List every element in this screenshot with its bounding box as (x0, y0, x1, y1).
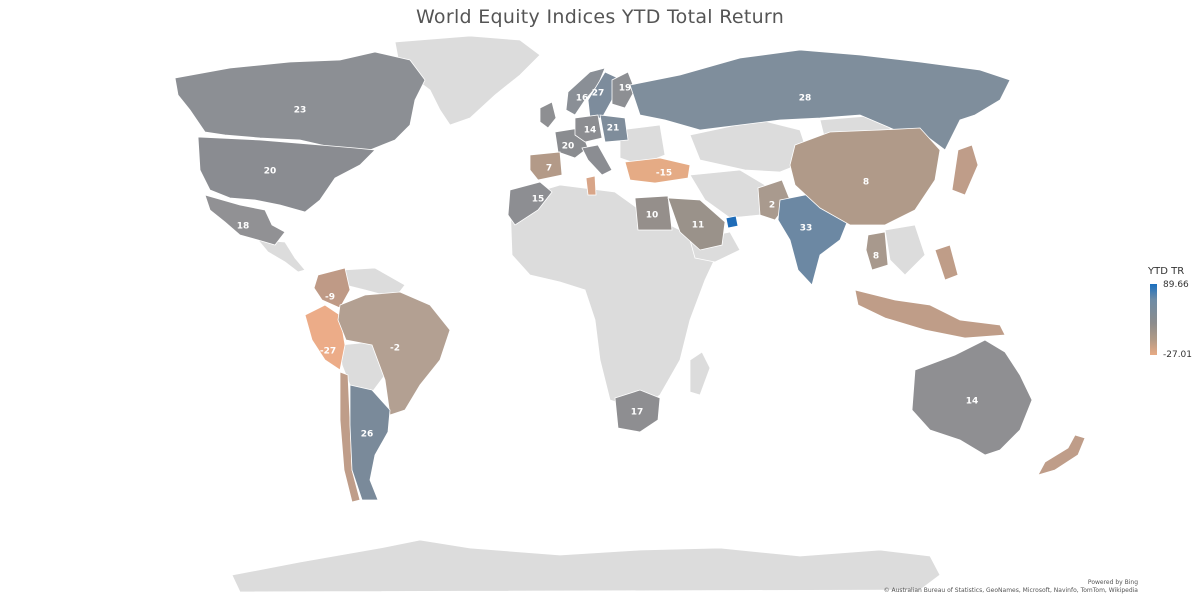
canada-label: 23 (294, 106, 307, 116)
chile (339, 371, 361, 503)
central-america (257, 239, 306, 273)
southeast-asia (884, 224, 926, 276)
norway-label: 16 (576, 94, 589, 104)
egypt-label: 10 (646, 211, 659, 221)
spain (529, 151, 563, 181)
russia-label: 28 (799, 94, 812, 104)
peru (304, 304, 346, 371)
argentina (349, 384, 391, 501)
saudi-arabia-label: 11 (692, 221, 705, 231)
mexico (204, 194, 286, 246)
norway (565, 67, 606, 116)
map-credit: Powered by Bing © Australian Bureau of S… (884, 579, 1138, 595)
uk (539, 101, 557, 129)
peru-label: -27 (320, 347, 336, 357)
india-label: 33 (800, 224, 813, 234)
brazil-label: -2 (390, 344, 400, 354)
thailand (865, 231, 889, 271)
australia-label: 14 (966, 397, 979, 407)
thailand-label: 8 (873, 252, 879, 262)
spain-label: 7 (546, 164, 552, 174)
credit-powered-by: Powered by Bing (1087, 579, 1138, 586)
morocco-label: 15 (532, 195, 545, 205)
finland-label: 19 (619, 84, 632, 94)
brazil (337, 291, 451, 416)
indonesia (854, 289, 1006, 339)
philippines (934, 244, 959, 281)
morocco (507, 181, 553, 226)
pakistan-label: 2 (769, 201, 775, 211)
russia (629, 49, 1011, 151)
madagascar (689, 351, 711, 396)
poland-region (599, 114, 629, 143)
china-label: 8 (863, 178, 869, 188)
japan (951, 144, 979, 196)
argentina-label: 26 (361, 430, 374, 440)
egypt (634, 195, 673, 231)
colombia-label: -9 (325, 293, 335, 303)
new-zealand (1037, 434, 1086, 476)
map-title: World Equity Indices YTD Total Return (415, 6, 785, 28)
usa (197, 136, 376, 213)
south-africa-label: 17 (631, 408, 644, 418)
sweden-label: 27 (592, 89, 605, 99)
usa-label: 20 (264, 167, 277, 177)
legend-color-scale (1150, 284, 1157, 355)
legend-max-value: 89.66 (1163, 280, 1189, 290)
south-africa (614, 389, 661, 433)
saudi-arabia (667, 197, 726, 251)
australia (911, 339, 1033, 456)
poland-label: 21 (607, 124, 620, 134)
turkey (624, 157, 691, 184)
legend-min-value: -27.01 (1163, 350, 1193, 360)
mexico-label: 18 (237, 222, 250, 232)
legend-title: YTD TR (1148, 266, 1185, 277)
italy (581, 144, 613, 176)
tunisia (585, 175, 597, 196)
turkey-label: -15 (656, 169, 672, 179)
credit-sources: © Australian Bureau of Statistics, GeoNa… (883, 587, 1138, 594)
canada (174, 51, 426, 151)
china (789, 127, 941, 226)
antarctica (231, 539, 941, 593)
finland (611, 71, 636, 109)
germany (574, 114, 603, 143)
uae (725, 215, 739, 229)
france-label: 20 (562, 142, 575, 152)
germany-label: 14 (584, 126, 597, 136)
